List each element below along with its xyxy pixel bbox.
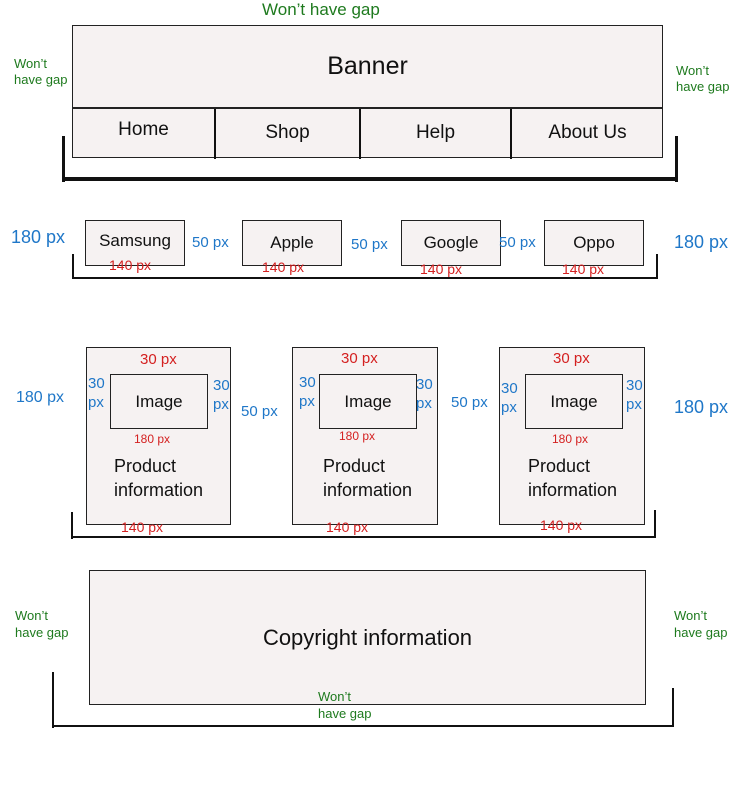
footer-bracket-right — [672, 688, 674, 727]
footer-right-gap-note: Won’t have gap — [674, 608, 728, 640]
nav-item-label: Help — [415, 122, 456, 143]
products-bracket-right — [654, 510, 656, 538]
footer-left-gap-note: Won’t have gap — [15, 608, 69, 640]
brand-oppo[interactable]: Oppo — [544, 220, 644, 266]
card-top-padding: 30 px — [553, 350, 590, 367]
brand-google[interactable]: Google — [401, 220, 501, 266]
nav-item-home[interactable]: Home — [73, 109, 214, 157]
product-image: Image — [525, 374, 623, 429]
brand-label: Oppo — [573, 233, 615, 252]
card-top-padding: 30 px — [140, 351, 177, 368]
footer: Copyright information — [89, 570, 646, 705]
brand-width-label: 140 px — [420, 261, 463, 277]
product-gap-label: 50 px — [451, 394, 488, 411]
product-card[interactable]: 30 px 30 px 30 px Image 180 px Product i… — [86, 347, 231, 525]
product-information: Product information — [323, 456, 413, 500]
nav-divider — [359, 109, 361, 159]
card-right-padding: 30 px — [626, 377, 643, 413]
brands-right-margin: 180 px — [674, 232, 729, 252]
banner-label: Banner — [327, 52, 408, 80]
brand-gap-label: 50 px — [499, 234, 536, 251]
footer-bracket-left — [52, 672, 54, 728]
product-image: Image — [319, 374, 417, 429]
image-label: Image — [344, 391, 392, 411]
brand-width-label: 140 px — [262, 259, 305, 275]
card-width-label: 140 px — [326, 519, 369, 535]
nav-item-label: Home — [118, 119, 169, 140]
card-right-padding: 30 px — [213, 377, 230, 413]
top-gap-note: Won’t have gap — [262, 0, 380, 19]
card-left-padding: 30 px — [501, 380, 518, 416]
image-width-label: 180 px — [339, 429, 376, 443]
product-information: Product information — [114, 456, 204, 500]
image-label: Image — [550, 391, 598, 411]
card-left-padding: 30 px — [299, 374, 316, 410]
footer-bracket-bottom — [52, 725, 674, 727]
nav-item-shop[interactable]: Shop — [216, 109, 359, 157]
product-card[interactable]: 30 px 30 px 30 px Image 180 px Product i… — [292, 347, 438, 525]
nav-item-about-us[interactable]: About Us — [512, 109, 663, 157]
brand-label: Google — [423, 233, 479, 252]
products-right-margin: 180 px — [674, 397, 729, 417]
nav-item-label: Shop — [265, 122, 310, 143]
brands-bracket-left — [72, 254, 74, 279]
brand-label: Samsung — [99, 231, 171, 250]
products-bracket-bottom — [71, 536, 656, 538]
brand-samsung[interactable]: Samsung — [85, 220, 185, 266]
brand-width-label: 140 px — [562, 261, 605, 277]
brands-left-margin: 180 px — [11, 227, 66, 247]
banner: Banner — [72, 25, 663, 108]
product-card[interactable]: 30 px 30 px 30 px Image 180 px Product i… — [499, 347, 645, 525]
card-right-padding: 30 px — [416, 376, 433, 412]
brand-gap-label: 50 px — [351, 236, 388, 253]
header-right-gap-note: Won’t have gap — [676, 63, 730, 94]
brand-width-label: 140 px — [109, 257, 152, 273]
brand-label: Apple — [270, 233, 314, 252]
product-image: Image — [110, 374, 208, 429]
header-bracket-right — [675, 136, 678, 182]
card-width-label: 140 px — [121, 519, 164, 535]
nav-item-label: About Us — [548, 122, 627, 143]
nav-divider — [214, 109, 216, 159]
image-width-label: 180 px — [552, 432, 589, 446]
brand-gap-label: 50 px — [192, 234, 229, 251]
image-width-label: 180 px — [134, 432, 171, 446]
products-bracket-left — [71, 512, 73, 539]
nav-divider — [510, 109, 512, 159]
product-gap-label: 50 px — [241, 403, 278, 420]
header-bracket-bottom — [62, 177, 678, 181]
card-left-padding: 30 px — [88, 375, 105, 411]
brands-bracket-bottom — [72, 277, 658, 279]
card-top-padding: 30 px — [341, 350, 378, 367]
image-label: Image — [135, 391, 183, 411]
footer-bottom-gap-note: Won’t have gap — [318, 689, 372, 721]
products-left-margin: 180 px — [16, 389, 65, 406]
copyright-information: Copyright information — [262, 624, 473, 650]
card-width-label: 140 px — [540, 517, 583, 533]
product-information: Product information — [528, 456, 618, 500]
nav-item-help[interactable]: Help — [361, 109, 510, 157]
brands-bracket-right — [656, 254, 658, 279]
nav-bar: Home Shop Help About Us — [72, 108, 663, 159]
header-bracket-left — [62, 136, 65, 182]
header-left-gap-note: Won’t have gap — [14, 56, 68, 87]
brand-apple[interactable]: Apple — [242, 220, 342, 266]
